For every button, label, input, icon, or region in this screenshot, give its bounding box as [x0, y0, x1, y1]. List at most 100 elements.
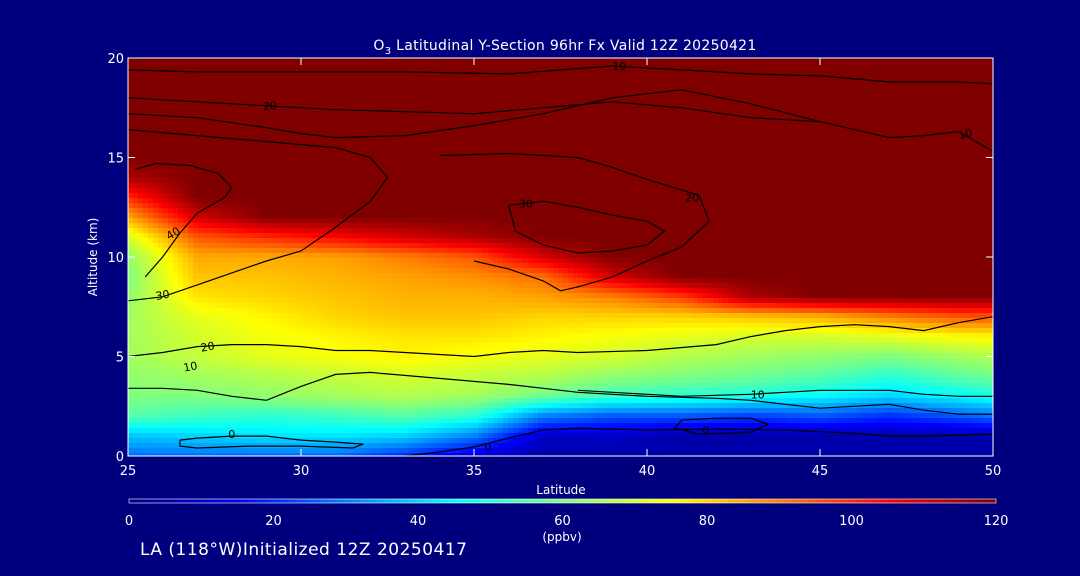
heatmap-cell: [133, 113, 139, 119]
heatmap-cell: [938, 78, 944, 84]
heatmap-cell: [578, 118, 584, 124]
heatmap-cell: [853, 123, 859, 129]
heatmap-cell: [948, 133, 954, 139]
heatmap-cell: [868, 138, 874, 144]
heatmap-cell: [798, 158, 804, 164]
heatmap-cell: [473, 58, 479, 64]
heatmap-cell: [343, 58, 349, 64]
heatmap-cell: [478, 83, 484, 89]
heatmap-cell: [278, 153, 284, 159]
heatmap-cell: [398, 173, 404, 179]
heatmap-cell: [518, 78, 524, 84]
heatmap-cell: [858, 168, 864, 174]
heatmap-cell: [808, 103, 814, 109]
heatmap-cell: [588, 73, 594, 79]
heatmap-cell: [418, 193, 424, 199]
heatmap-cell: [318, 148, 324, 154]
heatmap-cell: [793, 63, 799, 69]
heatmap-cell: [848, 133, 854, 139]
heatmap-cell: [273, 123, 279, 129]
heatmap-cell: [848, 193, 854, 199]
heatmap-cell: [598, 188, 604, 194]
heatmap-cell: [978, 148, 984, 154]
heatmap-cell: [808, 193, 814, 199]
heatmap-cell: [478, 108, 484, 114]
heatmap-cell: [573, 68, 579, 74]
heatmap-cell: [428, 103, 434, 109]
heatmap-cell: [713, 98, 719, 104]
heatmap-cell: [553, 133, 559, 139]
heatmap-cell: [538, 178, 544, 184]
heatmap-cell: [888, 88, 894, 94]
heatmap-cell: [903, 128, 909, 134]
heatmap-cell: [668, 128, 674, 134]
heatmap-cell: [898, 143, 904, 149]
heatmap-cell: [453, 113, 459, 119]
heatmap-cell: [618, 158, 624, 164]
heatmap-cell: [418, 113, 424, 119]
heatmap-cell: [983, 148, 989, 154]
heatmap-cell: [598, 158, 604, 164]
heatmap-cell: [583, 188, 589, 194]
heatmap-cell: [353, 73, 359, 79]
heatmap-cell: [563, 113, 569, 119]
heatmap-cell: [948, 193, 954, 199]
heatmap-cell: [598, 128, 604, 134]
heatmap-cell: [158, 148, 164, 154]
heatmap-cell: [348, 108, 354, 114]
heatmap-cell: [983, 183, 989, 189]
heatmap-cell: [773, 63, 779, 69]
heatmap-cell: [538, 158, 544, 164]
heatmap-cell: [733, 88, 739, 94]
heatmap-cell: [768, 193, 774, 199]
heatmap-cell: [293, 63, 299, 69]
heatmap-cell: [398, 148, 404, 154]
heatmap-cell: [498, 193, 504, 199]
heatmap-cell: [773, 143, 779, 149]
heatmap-cell: [733, 118, 739, 124]
heatmap-cell: [583, 193, 589, 199]
heatmap-cell: [283, 68, 289, 74]
heatmap-cell: [503, 58, 509, 64]
heatmap-cell: [968, 183, 974, 189]
heatmap-cell: [238, 123, 244, 129]
heatmap-cell: [488, 148, 494, 154]
heatmap-cell: [413, 178, 419, 184]
heatmap-cell: [488, 138, 494, 144]
heatmap-cell: [933, 118, 939, 124]
heatmap-cell: [828, 113, 834, 119]
heatmap-cell: [548, 103, 554, 109]
heatmap-cell: [948, 83, 954, 89]
heatmap-cell: [738, 118, 744, 124]
heatmap-cell: [808, 123, 814, 129]
heatmap-cell: [463, 128, 469, 134]
heatmap-cell: [503, 83, 509, 89]
heatmap-cell: [473, 88, 479, 94]
heatmap-cell: [493, 153, 499, 159]
heatmap-cell: [188, 78, 194, 84]
heatmap-cell: [378, 123, 384, 129]
heatmap-cell: [623, 133, 629, 139]
heatmap-cell: [293, 113, 299, 119]
heatmap-cell: [403, 93, 409, 99]
heatmap-cell: [653, 128, 659, 134]
heatmap-cell: [883, 93, 889, 99]
heatmap-cell: [188, 88, 194, 94]
heatmap-cell: [968, 148, 974, 154]
heatmap-cell: [663, 188, 669, 194]
heatmap-cell: [343, 163, 349, 169]
heatmap-cell: [538, 198, 544, 204]
heatmap-cell: [353, 153, 359, 159]
heatmap-cell: [133, 63, 139, 69]
heatmap-cell: [823, 193, 829, 199]
heatmap-cell: [473, 128, 479, 134]
heatmap-cell: [488, 108, 494, 114]
heatmap-cell: [283, 58, 289, 64]
heatmap-cell: [648, 93, 654, 99]
heatmap-cell: [543, 93, 549, 99]
heatmap-cell: [318, 178, 324, 184]
heatmap-cell: [153, 193, 159, 199]
heatmap-cell: [348, 163, 354, 169]
heatmap-cell: [688, 143, 694, 149]
heatmap-cell: [873, 68, 879, 74]
